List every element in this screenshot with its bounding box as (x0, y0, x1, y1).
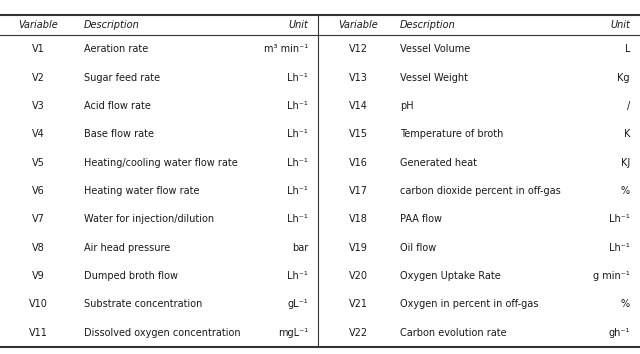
Text: K: K (623, 129, 630, 139)
Text: Temperature of broth: Temperature of broth (400, 129, 504, 139)
Text: Unit: Unit (610, 20, 630, 30)
Text: Lh⁻¹: Lh⁻¹ (287, 129, 308, 139)
Text: Heating/cooling water flow rate: Heating/cooling water flow rate (84, 158, 237, 168)
Text: Lh⁻¹: Lh⁻¹ (287, 73, 308, 82)
Text: V10: V10 (29, 299, 47, 309)
Text: V17: V17 (349, 186, 367, 196)
Text: V14: V14 (349, 101, 367, 111)
Text: gL⁻¹: gL⁻¹ (287, 299, 308, 309)
Text: V19: V19 (349, 243, 367, 253)
Text: Base flow rate: Base flow rate (84, 129, 154, 139)
Text: Variable: Variable (18, 20, 58, 30)
Text: Air head pressure: Air head pressure (84, 243, 170, 253)
Text: L: L (625, 44, 630, 54)
Text: %: % (621, 186, 630, 196)
Text: V15: V15 (349, 129, 367, 139)
Text: Carbon evolution rate: Carbon evolution rate (400, 328, 507, 338)
Text: m³ min⁻¹: m³ min⁻¹ (264, 44, 308, 54)
Text: V12: V12 (349, 44, 367, 54)
Text: V21: V21 (349, 299, 367, 309)
Text: V8: V8 (31, 243, 44, 253)
Text: Kg: Kg (618, 73, 630, 82)
Text: V9: V9 (31, 271, 44, 281)
Text: Oil flow: Oil flow (400, 243, 436, 253)
Text: V18: V18 (349, 215, 367, 224)
Text: Description: Description (84, 20, 140, 30)
Text: V6: V6 (31, 186, 44, 196)
Text: Lh⁻¹: Lh⁻¹ (287, 271, 308, 281)
Text: Lh⁻¹: Lh⁻¹ (609, 243, 630, 253)
Text: V11: V11 (29, 328, 47, 338)
Text: Lh⁻¹: Lh⁻¹ (287, 186, 308, 196)
Text: KJ: KJ (621, 158, 630, 168)
Text: V22: V22 (348, 328, 367, 338)
Text: %: % (621, 299, 630, 309)
Text: Variable: Variable (338, 20, 378, 30)
Text: V16: V16 (349, 158, 367, 168)
Text: PAA flow: PAA flow (400, 215, 442, 224)
Text: gh⁻¹: gh⁻¹ (609, 328, 630, 338)
Text: Dumped broth flow: Dumped broth flow (84, 271, 178, 281)
Text: Generated heat: Generated heat (400, 158, 477, 168)
Text: /: / (627, 101, 630, 111)
Text: bar: bar (292, 243, 308, 253)
Text: Water for injection/dilution: Water for injection/dilution (84, 215, 214, 224)
Text: Lh⁻¹: Lh⁻¹ (287, 101, 308, 111)
Text: Vessel Weight: Vessel Weight (400, 73, 468, 82)
Text: V5: V5 (31, 158, 44, 168)
Text: Description: Description (400, 20, 456, 30)
Text: Dissolved oxygen concentration: Dissolved oxygen concentration (84, 328, 241, 338)
Text: Oxygen Uptake Rate: Oxygen Uptake Rate (400, 271, 500, 281)
Text: V1: V1 (31, 44, 44, 54)
Text: V3: V3 (31, 101, 44, 111)
Text: mgL⁻¹: mgL⁻¹ (278, 328, 308, 338)
Text: Lh⁻¹: Lh⁻¹ (609, 215, 630, 224)
Text: Substrate concentration: Substrate concentration (84, 299, 202, 309)
Text: Lh⁻¹: Lh⁻¹ (287, 215, 308, 224)
Text: V13: V13 (349, 73, 367, 82)
Text: Oxygen in percent in off-gas: Oxygen in percent in off-gas (400, 299, 538, 309)
Text: Lh⁻¹: Lh⁻¹ (287, 158, 308, 168)
Text: V7: V7 (31, 215, 44, 224)
Text: V20: V20 (349, 271, 367, 281)
Text: Heating water flow rate: Heating water flow rate (84, 186, 200, 196)
Text: Vessel Volume: Vessel Volume (400, 44, 470, 54)
Text: Acid flow rate: Acid flow rate (84, 101, 151, 111)
Text: pH: pH (400, 101, 413, 111)
Text: Aeration rate: Aeration rate (84, 44, 148, 54)
Text: carbon dioxide percent in off-gas: carbon dioxide percent in off-gas (400, 186, 561, 196)
Text: Sugar feed rate: Sugar feed rate (84, 73, 160, 82)
Text: V4: V4 (31, 129, 44, 139)
Text: V2: V2 (31, 73, 44, 82)
Text: g min⁻¹: g min⁻¹ (593, 271, 630, 281)
Text: Unit: Unit (288, 20, 308, 30)
